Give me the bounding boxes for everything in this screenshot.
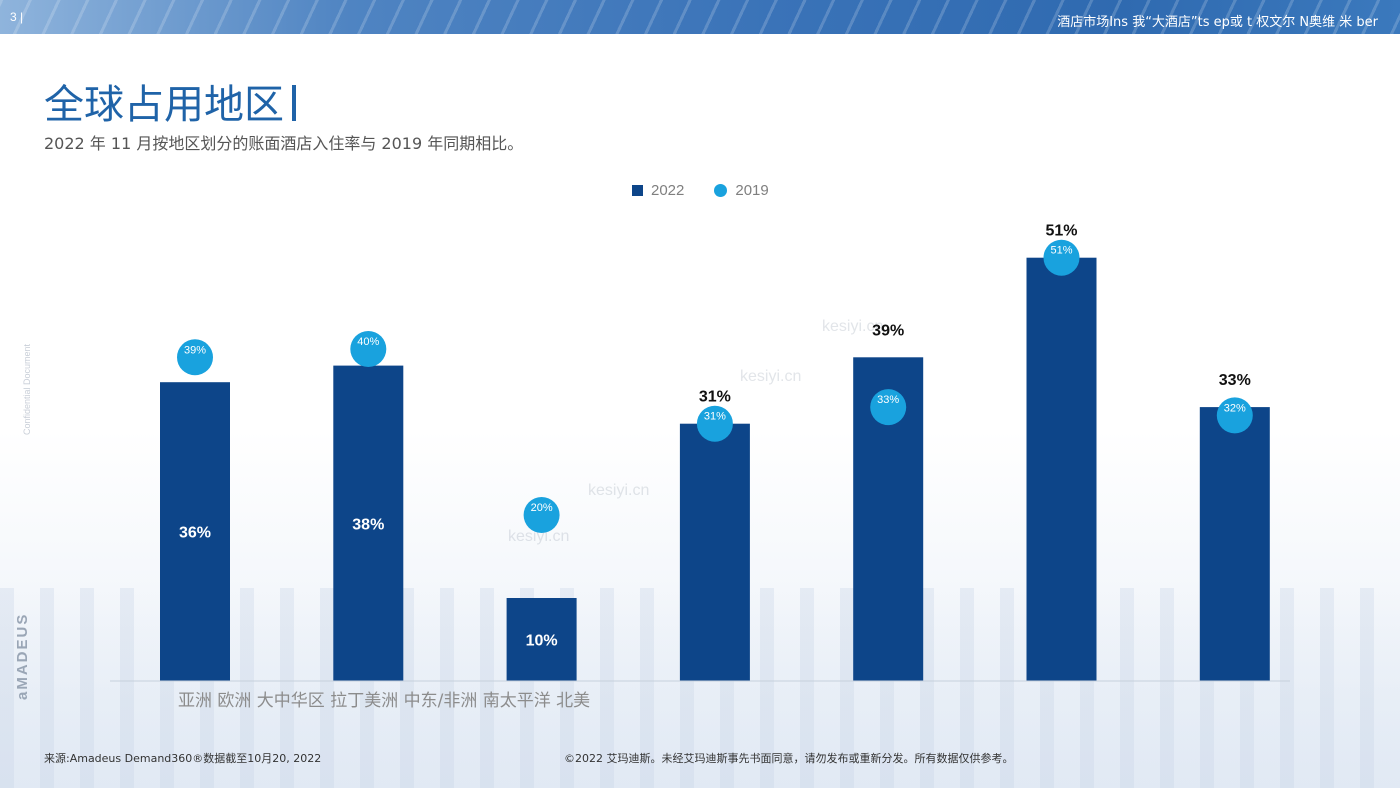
marker-2019	[1043, 239, 1080, 276]
bar-label-2022: 36%	[179, 525, 211, 542]
page-title: 全球占用地区	[44, 72, 296, 130]
bar-2022	[160, 382, 230, 681]
banner-pattern	[0, 0, 1400, 34]
marker-2019	[696, 405, 733, 442]
watermark: kesiyi.cn	[508, 528, 570, 545]
bar-label-2022: 39%	[872, 322, 904, 339]
header-banner: 3 | 酒店市场Ins 我“大酒店”ts ep或 t 权文尔 N奥维 米 ber	[0, 0, 1400, 34]
marker-2019	[350, 331, 387, 367]
bar-label-2022: 31%	[699, 389, 731, 406]
bar-label-2022: 38%	[352, 516, 384, 533]
legend-swatch-2019	[714, 184, 728, 197]
bar-2022	[333, 365, 404, 681]
marker-2019	[177, 339, 213, 376]
bars-2022: 36% 38% 10% 31% 39% 51% 33%	[160, 223, 1270, 681]
bar-2022	[1199, 407, 1270, 681]
bar-label-2022: 10%	[526, 633, 558, 650]
title-accent-bar	[292, 85, 296, 121]
page-subtitle: 2022 年 11 月按地区划分的账面酒店入住率与 2019 年同期相比。	[44, 134, 524, 153]
bar-2022	[506, 598, 577, 681]
legend-label-2022: 2022	[651, 182, 685, 199]
slide-number: 3 |	[10, 10, 24, 24]
watermark: kesiyi.cn	[588, 482, 650, 499]
banner-text: 酒店市场Ins 我“大酒店”ts ep或 t 权文尔 N奥维 米 ber	[1057, 15, 1378, 30]
bar-2022	[1026, 257, 1097, 681]
marker-2019	[523, 497, 560, 533]
legend-swatch-2022	[632, 185, 643, 196]
chart-legend: 2022 2019	[632, 182, 769, 199]
x-axis-labels: 亚洲 欧洲 大中华区 拉丁美洲 中东/非洲 南太平洋 北美	[178, 691, 591, 711]
watermark: kesiyi.cn	[822, 318, 884, 335]
marker-label-2019: 39%	[184, 344, 206, 356]
bar-label-2022: 51%	[1045, 223, 1077, 240]
watermark: kesiyi.cn	[740, 368, 802, 385]
marker-label-2019: 32%	[1224, 402, 1246, 414]
markers-2019: 39% 40% 20% 31% 33% 51% 32%	[177, 239, 1253, 533]
copyright-note: ©2022 艾玛迪斯。未经艾玛迪斯事先书面同意，请勿发布或重新分发。所有数据仅供…	[564, 752, 1014, 765]
marker-label-2019: 51%	[1050, 245, 1072, 257]
marker-label-2019: 33%	[877, 394, 899, 406]
bar-label-2022: 33%	[1219, 372, 1251, 389]
marker-label-2019: 20%	[531, 502, 553, 514]
source-note: 来源:Amadeus Demand360®数据截至10月20, 2022	[44, 752, 322, 765]
marker-label-2019: 31%	[704, 411, 726, 423]
page-title-text: 全球占用地区	[44, 82, 284, 128]
bar-2022	[679, 423, 750, 681]
legend-label-2019: 2019	[735, 182, 769, 199]
marker-label-2019: 40%	[357, 336, 379, 348]
marker-2019	[870, 389, 907, 426]
marker-2019	[1216, 397, 1253, 434]
